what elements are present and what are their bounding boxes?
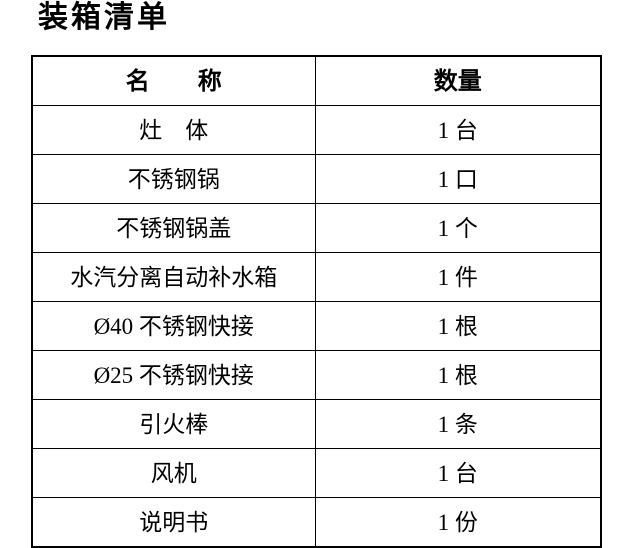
item-name-cell: Ø25 不锈钢快接 bbox=[31, 350, 316, 400]
table-row: 不锈钢锅 1 口 bbox=[31, 154, 602, 204]
page-title: 装箱清单 bbox=[38, 1, 170, 34]
item-name-cell: 灶 体 bbox=[31, 105, 316, 155]
table-row: Ø40 不锈钢快接 1 根 bbox=[31, 301, 602, 351]
table-row: Ø25 不锈钢快接 1 根 bbox=[31, 350, 602, 400]
item-qty-cell: 1 根 bbox=[314, 301, 602, 351]
item-name-cell: 水汽分离自动补水箱 bbox=[31, 252, 316, 302]
item-name-cell: 引火棒 bbox=[31, 399, 316, 449]
item-qty-cell: 1 台 bbox=[314, 448, 602, 498]
item-qty-cell: 1 口 bbox=[314, 154, 602, 204]
packing-list-table: 名 称 数量 灶 体 1 台 不锈钢锅 1 口 不锈钢锅盖 1 个 水汽分离自动… bbox=[31, 55, 602, 548]
header-name-cell: 名 称 bbox=[31, 55, 316, 106]
item-name-cell: 风机 bbox=[31, 448, 316, 498]
item-name-cell: 不锈钢锅 bbox=[31, 154, 316, 204]
item-qty-cell: 1 条 bbox=[314, 399, 602, 449]
table-header-row: 名 称 数量 bbox=[31, 55, 602, 106]
table-row: 引火棒 1 条 bbox=[31, 399, 602, 449]
item-name-cell: 不锈钢锅盖 bbox=[31, 203, 316, 253]
item-qty-cell: 1 件 bbox=[314, 252, 602, 302]
item-name-cell: 说明书 bbox=[31, 497, 316, 548]
header-qty-cell: 数量 bbox=[314, 55, 602, 106]
table-row: 灶 体 1 台 bbox=[31, 105, 602, 155]
item-qty-cell: 1 份 bbox=[314, 497, 602, 548]
table-row: 风机 1 台 bbox=[31, 448, 602, 498]
item-name-cell: Ø40 不锈钢快接 bbox=[31, 301, 316, 351]
table-row: 不锈钢锅盖 1 个 bbox=[31, 203, 602, 253]
table-row: 说明书 1 份 bbox=[31, 497, 602, 548]
item-qty-cell: 1 根 bbox=[314, 350, 602, 400]
item-qty-cell: 1 个 bbox=[314, 203, 602, 253]
table-row: 水汽分离自动补水箱 1 件 bbox=[31, 252, 602, 302]
item-qty-cell: 1 台 bbox=[314, 105, 602, 155]
